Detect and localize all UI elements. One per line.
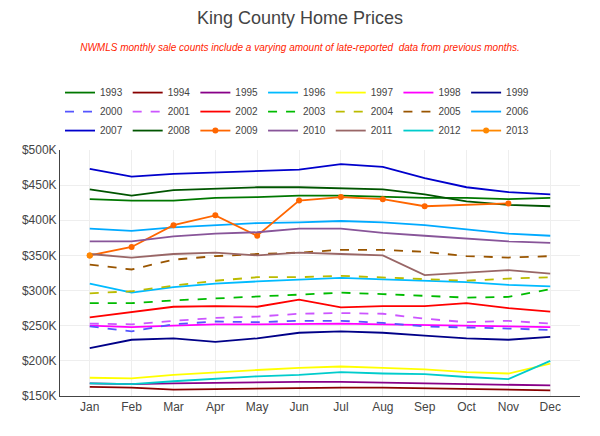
svg-text:1997: 1997 xyxy=(371,87,394,98)
svg-text:Jan: Jan xyxy=(80,400,99,414)
svg-text:$250K: $250K xyxy=(22,319,57,333)
svg-text:$150K: $150K xyxy=(22,389,57,403)
svg-text:1994: 1994 xyxy=(168,87,191,98)
svg-text:Apr: Apr xyxy=(206,400,225,414)
svg-text:2001: 2001 xyxy=(168,106,191,117)
svg-text:Mar: Mar xyxy=(163,400,184,414)
svg-text:$300K: $300K xyxy=(22,284,57,298)
svg-text:Jul: Jul xyxy=(333,400,348,414)
svg-text:1998: 1998 xyxy=(438,87,461,98)
svg-text:2004: 2004 xyxy=(371,106,394,117)
svg-text:Aug: Aug xyxy=(372,400,393,414)
svg-text:2002: 2002 xyxy=(235,106,258,117)
svg-text:2005: 2005 xyxy=(438,106,461,117)
svg-text:2006: 2006 xyxy=(506,106,529,117)
svg-text:$500K: $500K xyxy=(22,143,57,157)
svg-text:$400K: $400K xyxy=(22,213,57,227)
svg-text:2009: 2009 xyxy=(235,125,258,136)
svg-text:Nov: Nov xyxy=(498,400,519,414)
svg-text:Jun: Jun xyxy=(289,400,308,414)
svg-text:2007: 2007 xyxy=(100,125,123,136)
svg-text:2013: 2013 xyxy=(506,125,529,136)
svg-text:1996: 1996 xyxy=(303,87,326,98)
svg-text:$200K: $200K xyxy=(22,354,57,368)
svg-text:2010: 2010 xyxy=(303,125,326,136)
svg-text:Dec: Dec xyxy=(540,400,561,414)
svg-text:$450K: $450K xyxy=(22,178,57,192)
svg-text:2008: 2008 xyxy=(168,125,191,136)
svg-text:2011: 2011 xyxy=(371,125,393,136)
svg-text:1995: 1995 xyxy=(235,87,258,98)
svg-text:Feb: Feb xyxy=(121,400,142,414)
svg-text:King County Home Prices: King County Home Prices xyxy=(197,8,403,28)
svg-text:2012: 2012 xyxy=(438,125,461,136)
svg-text:1999: 1999 xyxy=(506,87,529,98)
svg-text:NWMLS monthly sale counts incl: NWMLS monthly sale counts include a vary… xyxy=(80,42,520,53)
svg-text:2000: 2000 xyxy=(100,106,123,117)
svg-text:$350K: $350K xyxy=(22,249,57,263)
svg-text:Sep: Sep xyxy=(414,400,436,414)
svg-text:2003: 2003 xyxy=(303,106,326,117)
svg-text:Oct: Oct xyxy=(457,400,476,414)
svg-text:1993: 1993 xyxy=(100,87,123,98)
svg-text:May: May xyxy=(246,400,269,414)
